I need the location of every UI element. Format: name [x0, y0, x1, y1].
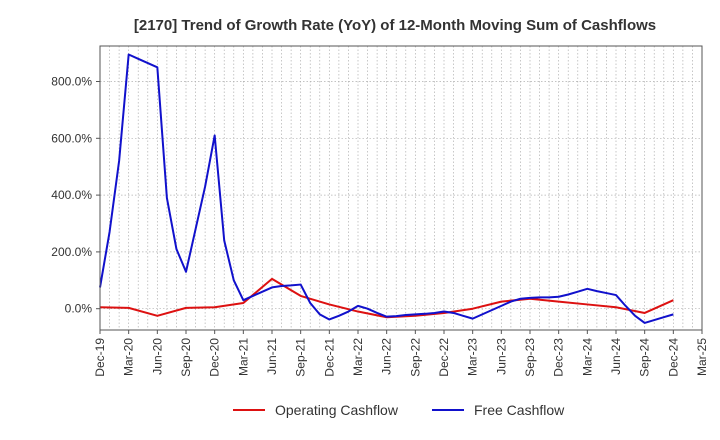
series-line-1 — [99, 53, 674, 324]
series-lines — [99, 53, 674, 324]
x-tick-label: Jun-21 — [265, 338, 279, 375]
plot-frame — [99, 45, 703, 331]
x-tick-label: Mar-21 — [236, 338, 250, 376]
x-tick-label: Mar-20 — [122, 338, 136, 376]
x-tick-label: Sep-22 — [408, 338, 422, 377]
y-tick-label: 200.0% — [51, 245, 92, 259]
chart-title: [2170] Trend of Growth Rate (YoY) of 12-… — [134, 17, 656, 34]
grid — [100, 46, 702, 330]
x-axis: Dec-19 Mar-20 Jun-20 Sep-20 Dec-20 Mar-21 Jun-… — [93, 330, 709, 377]
y-tick-label: 800.0% — [51, 75, 92, 89]
x-tick-label: Jun-23 — [494, 338, 508, 375]
x-tick-label: Sep-20 — [179, 338, 193, 377]
x-tick-label: Dec-24 — [666, 338, 680, 377]
x-tick-label: Dec-19 — [93, 338, 107, 377]
x-tick-label: Sep-21 — [294, 338, 308, 377]
x-tick-label: Mar-24 — [580, 338, 594, 376]
x-tick-label: Mar-25 — [695, 338, 709, 376]
y-tick-label: 400.0% — [51, 188, 92, 202]
legend: Operating Cashflow Free Cashflow — [233, 402, 565, 418]
legend-label-0: Operating Cashflow — [275, 402, 399, 418]
legend-label-1: Free Cashflow — [474, 402, 565, 418]
y-tick-label: 0.0% — [65, 302, 93, 316]
x-tick-label: Dec-22 — [437, 338, 451, 377]
x-tick-label: Dec-23 — [552, 338, 566, 377]
y-tick-label: 600.0% — [51, 131, 92, 145]
x-tick-label: Mar-22 — [351, 338, 365, 376]
x-tick-label: Dec-20 — [208, 338, 222, 377]
x-tick-label: Mar-23 — [466, 338, 480, 376]
plot-area — [100, 46, 702, 330]
x-tick-label: Sep-23 — [523, 338, 537, 377]
x-tick-label: Jun-22 — [380, 338, 394, 375]
x-tick-label: Dec-21 — [322, 338, 336, 377]
y-axis: 0.0% 200.0% 400.0% 600.0% 800.0% — [51, 75, 100, 316]
x-tick-label: Sep-24 — [638, 338, 652, 377]
x-tick-label: Jun-20 — [150, 338, 164, 375]
x-tick-label: Jun-24 — [609, 338, 623, 375]
